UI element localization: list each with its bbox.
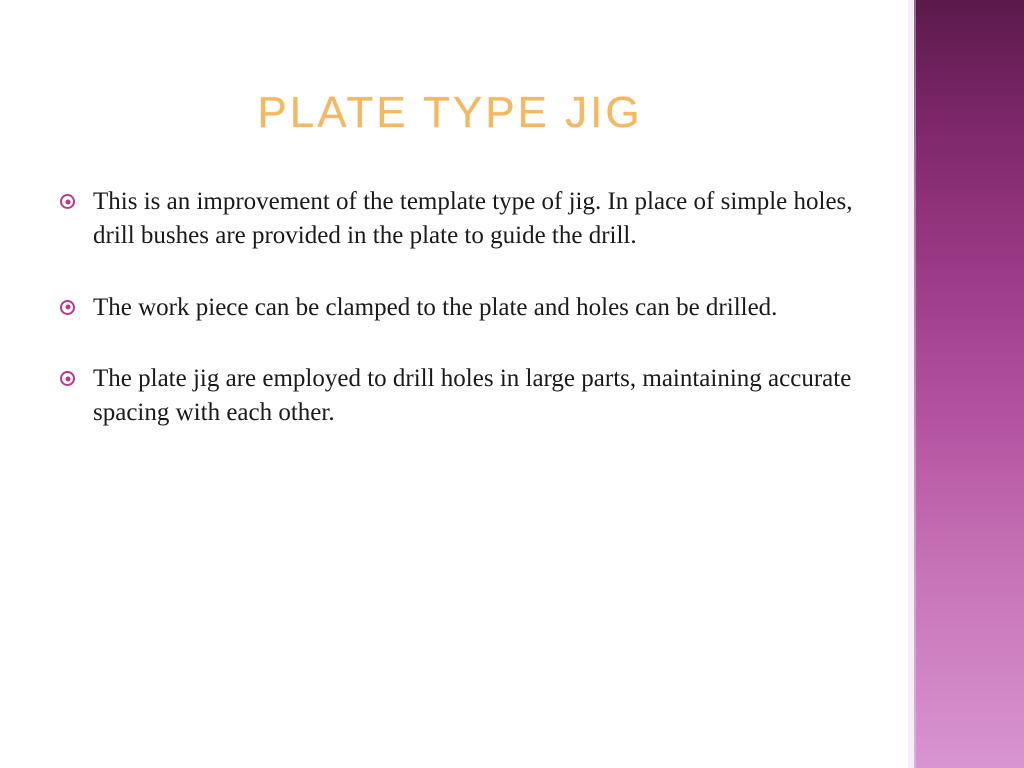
slide-content: This is an improvement of the template t… xyxy=(60,185,870,468)
bullet-marker-icon xyxy=(60,194,75,209)
bullet-item: The plate jig are employed to drill hole… xyxy=(60,362,870,430)
bullet-marker-icon xyxy=(60,371,75,386)
side-accent-bar xyxy=(914,0,1024,768)
bullet-item: This is an improvement of the template t… xyxy=(60,185,870,253)
bullet-marker-icon xyxy=(60,300,75,315)
bullet-text: The work piece can be clamped to the pla… xyxy=(93,291,777,325)
slide-title: PLATE TYPE JIG xyxy=(0,88,900,138)
bullet-text: This is an improvement of the template t… xyxy=(93,185,870,253)
bullet-text: The plate jig are employed to drill hole… xyxy=(93,362,870,430)
bullet-item: The work piece can be clamped to the pla… xyxy=(60,291,870,325)
